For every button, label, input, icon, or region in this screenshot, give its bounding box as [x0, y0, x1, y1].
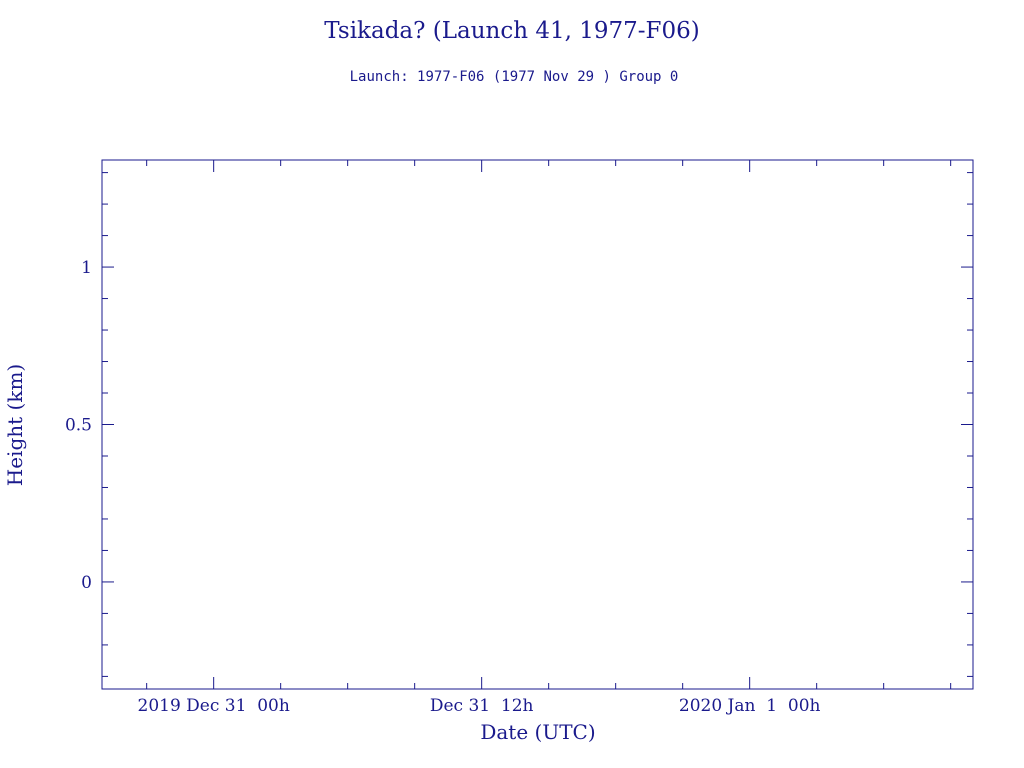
y-axis-ticks [102, 172, 973, 677]
x-axis-tick-labels: 2019 Dec 31 00h Dec 31 12h 2020 Jan 1 00h [138, 696, 821, 716]
x-tick-label: Dec 31 12h [430, 696, 534, 716]
y-axis-label: Height (km) [3, 364, 27, 486]
plot-area [101, 159, 974, 690]
y-axis-tick-labels: 00.51 [65, 258, 92, 593]
y-tick-label: 0.5 [65, 416, 92, 436]
x-axis-label: Date (UTC) [480, 720, 595, 744]
x-axis-ticks [146, 160, 952, 689]
x-tick-label: 2020 Jan 1 00h [679, 696, 821, 716]
y-tick-label: 0 [81, 573, 92, 593]
y-tick-label: 1 [81, 258, 92, 278]
x-tick-label: 2019 Dec 31 00h [138, 696, 290, 716]
chart-title: Tsikada? (Launch 41, 1977-F06) [324, 18, 700, 44]
chart-subtitle: Launch: 1977-F06 (1977 Nov 29 ) Group 0 [350, 69, 679, 85]
